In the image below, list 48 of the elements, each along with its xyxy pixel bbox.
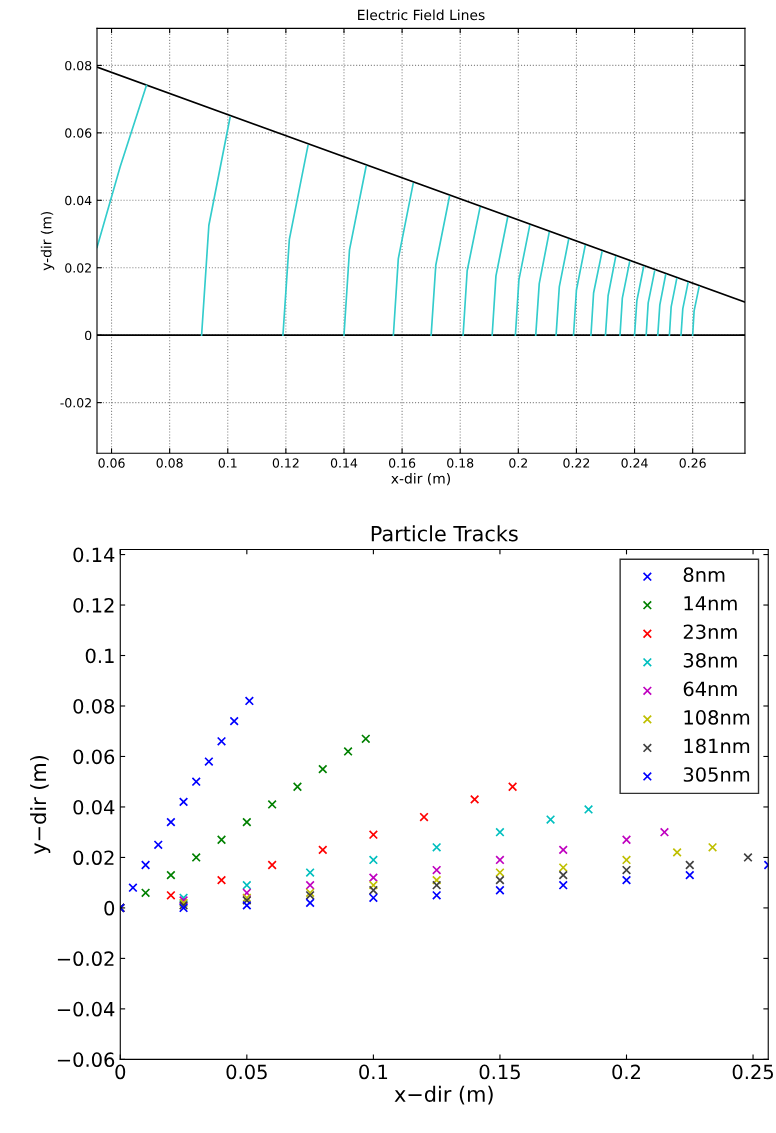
x-tick-label: 0.14 bbox=[330, 458, 358, 468]
y-tick-label: 0.04 bbox=[65, 195, 92, 206]
y-tick-label: 0 bbox=[85, 330, 92, 341]
legend-label: 38nm bbox=[683, 652, 737, 668]
y-tick-label: 0.06 bbox=[73, 749, 115, 765]
x-tick-label: 0.15 bbox=[479, 1064, 520, 1080]
x-axis-title: x−dir (m) bbox=[394, 1085, 493, 1105]
legend-label: 23nm bbox=[683, 624, 737, 640]
y-axis-title: y-dir (m) bbox=[40, 211, 55, 271]
chart-title: Particle Tracks bbox=[371, 525, 518, 542]
y-tick-label: −0.04 bbox=[57, 1001, 115, 1017]
legend-label: 8nm bbox=[683, 567, 725, 583]
x-tick-label: 0 bbox=[115, 1064, 126, 1080]
x-tick-label: 0.22 bbox=[563, 458, 590, 468]
x-tick-label: 0.1 bbox=[359, 1064, 388, 1080]
y-tick-label: 0 bbox=[104, 900, 115, 916]
x-tick-label: 0.08 bbox=[156, 458, 183, 468]
legend-label: 14nm bbox=[684, 596, 737, 611]
chart-title: Electric Field Lines bbox=[358, 9, 485, 21]
y-tick-label: 0.1 bbox=[85, 648, 114, 664]
x-tick-label: 0.2 bbox=[509, 458, 528, 468]
y-tick-label: 0.14 bbox=[73, 547, 115, 563]
y-axis-title: y−dir (m) bbox=[30, 755, 51, 855]
x-tick-label: 0.06 bbox=[98, 458, 125, 468]
x-tick-label: 0.1 bbox=[218, 458, 237, 468]
y-tick-label: 0.12 bbox=[73, 597, 114, 613]
legend-label: 64nm bbox=[683, 681, 737, 697]
y-tick-label: 0.02 bbox=[65, 263, 91, 273]
y-tick-label: -0.02 bbox=[60, 398, 91, 408]
y-tick-label: 0.02 bbox=[73, 850, 114, 866]
x-tick-label: 0.18 bbox=[447, 458, 474, 468]
x-tick-label: 0.25 bbox=[732, 1064, 773, 1080]
y-tick-label: 0.08 bbox=[73, 698, 115, 714]
y-tick-label: 0.04 bbox=[73, 799, 115, 815]
x-tick-label: 0.05 bbox=[226, 1064, 267, 1080]
legend-label: 108nm bbox=[684, 710, 750, 725]
x-tick-label: 0.12 bbox=[272, 458, 299, 468]
y-tick-label: −0.06 bbox=[57, 1052, 115, 1068]
legend-label: 181nm bbox=[684, 738, 750, 754]
x-tick-label: 0.24 bbox=[621, 458, 648, 468]
x-tick-label: 0.26 bbox=[679, 458, 706, 468]
y-tick-label: 0.06 bbox=[65, 128, 92, 138]
y-tick-label: 0.08 bbox=[65, 60, 92, 71]
x-tick-label: 0.2 bbox=[612, 1064, 641, 1080]
x-tick-label: 0.16 bbox=[389, 458, 416, 468]
legend-label: 305nm bbox=[683, 767, 750, 782]
x-axis-title: x-dir (m) bbox=[391, 472, 450, 486]
y-tick-label: −0.02 bbox=[57, 951, 114, 967]
